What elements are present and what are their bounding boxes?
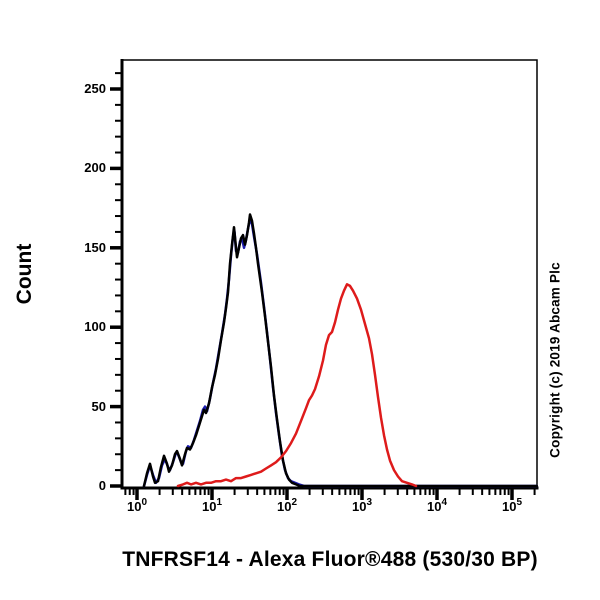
x-tick-label: 104 bbox=[426, 497, 448, 514]
y-tick-label: 0 bbox=[98, 478, 106, 493]
x-tick-label: 103 bbox=[351, 497, 373, 514]
series-tnfrsf14-red bbox=[176, 283, 418, 488]
series-control-black bbox=[142, 213, 539, 488]
copyright-text: Copyright (c) 2019 Abcam Plc bbox=[547, 262, 563, 458]
series-control-blue bbox=[142, 217, 539, 488]
x-tick-label: 105 bbox=[501, 497, 523, 514]
x-tick-label: 102 bbox=[276, 497, 298, 514]
y-tick-label: 150 bbox=[84, 239, 106, 255]
y-tick-label: 200 bbox=[84, 160, 106, 176]
x-axis-title: TNFRSF14 - Alexa Fluor®488 (530/30 BP) bbox=[122, 548, 538, 571]
plot-frame-thin bbox=[122, 59, 538, 488]
y-tick-label: 250 bbox=[84, 81, 106, 96]
y-tick-label: 100 bbox=[84, 319, 106, 335]
y-axis-title: Count bbox=[13, 243, 36, 305]
x-tick-label: 100 bbox=[126, 497, 148, 514]
y-tick-label: 50 bbox=[91, 398, 106, 414]
plot-frame-axes bbox=[120, 59, 539, 490]
x-tick-label: 101 bbox=[201, 497, 223, 514]
